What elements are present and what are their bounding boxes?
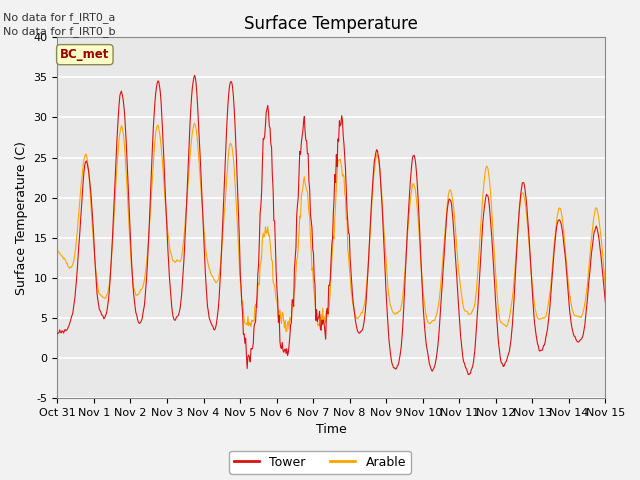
Text: No data for f_IRT0_b: No data for f_IRT0_b	[3, 26, 116, 37]
X-axis label: Time: Time	[316, 423, 347, 436]
Title: Surface Temperature: Surface Temperature	[244, 15, 419, 33]
Y-axis label: Surface Temperature (C): Surface Temperature (C)	[15, 141, 28, 295]
Text: BC_met: BC_met	[60, 48, 109, 61]
Legend: Tower, Arable: Tower, Arable	[229, 451, 411, 474]
Text: No data for f_IRT0_a: No data for f_IRT0_a	[3, 12, 116, 23]
